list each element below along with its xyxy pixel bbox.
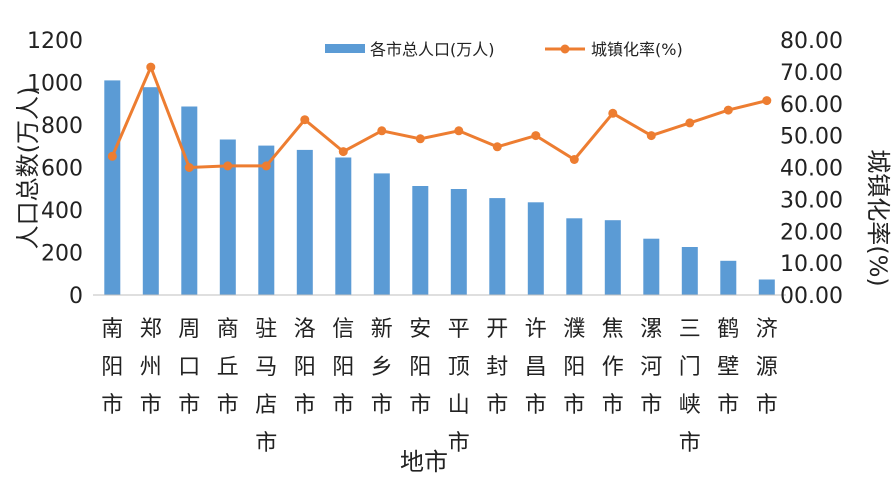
line-point — [646, 131, 656, 141]
y-right-tick-label: 80.00 — [780, 29, 843, 54]
y-right-tick-label: 40.00 — [780, 157, 843, 182]
bar — [758, 279, 775, 295]
x-axis-title: 地市 — [400, 448, 448, 476]
line-point — [685, 118, 695, 128]
line-point — [608, 108, 618, 118]
y-tick-label: 1200 — [27, 29, 83, 54]
x-category-label: 三门峡市 — [679, 317, 701, 456]
bar — [566, 218, 583, 295]
y-axis-ticks: 0 200 400 600 800 1000 1200 — [27, 29, 83, 309]
x-category-label: 济源市 — [756, 317, 778, 418]
legend-bar-swatch — [325, 44, 365, 53]
line-point — [261, 161, 271, 171]
line-point — [531, 131, 541, 141]
bar — [643, 238, 660, 295]
line-point — [723, 105, 733, 115]
x-category-label: 郑州市 — [140, 317, 162, 418]
category-labels: 南阳市郑州市周口市商丘市驻马店市洛阳市信阳市新乡市安阳市平顶山市开封市许昌市濮阳… — [101, 317, 778, 456]
y-axis-right-title: 城镇化率(%) — [864, 149, 892, 287]
bar — [412, 186, 429, 295]
legend: 各市总人口(万人) 城镇化率(%) — [325, 40, 683, 59]
x-category-label: 开封市 — [486, 317, 508, 418]
line-point — [569, 155, 579, 164]
y-axis-title: 人口总数(万人) — [14, 87, 42, 250]
bar — [142, 87, 159, 295]
x-category-label: 商丘市 — [217, 317, 239, 418]
y-right-tick-label: 30.00 — [780, 188, 843, 213]
x-category-label: 安阳市 — [409, 317, 431, 418]
x-category-label: 洛阳市 — [294, 317, 316, 418]
line-point — [107, 151, 117, 161]
y-tick-label: 200 — [41, 242, 83, 267]
y-tick-label: 0 — [69, 284, 83, 309]
x-category-label: 信阳市 — [332, 317, 354, 418]
y-right-tick-label: 60.00 — [780, 93, 843, 118]
bar — [489, 198, 506, 295]
x-category-label: 濮阳市 — [563, 317, 585, 418]
y-tick-label: 400 — [41, 199, 83, 224]
line-point — [223, 161, 233, 171]
y-right-tick-label: 20.00 — [780, 220, 843, 245]
line-point — [415, 134, 425, 144]
y-tick-label: 1000 — [27, 72, 83, 97]
bar — [373, 173, 390, 295]
x-category-label: 许昌市 — [525, 317, 547, 418]
line-point — [762, 96, 772, 106]
x-category-label: 焦作市 — [602, 317, 624, 418]
y-right-tick-label: 70.00 — [780, 61, 843, 86]
bar — [604, 220, 621, 295]
bar — [450, 189, 467, 295]
x-category-label: 新乡市 — [371, 317, 393, 418]
line-point — [146, 62, 156, 72]
bar — [296, 149, 313, 295]
y-right-tick-label: 00.00 — [780, 284, 843, 309]
x-category-label: 驻马店市 — [255, 317, 277, 456]
y-axis-right-ticks: 00.00 10.00 20.00 30.00 40.00 50.00 60.00 70.00… — [780, 29, 843, 309]
line-point — [338, 147, 348, 157]
bar — [219, 139, 236, 295]
line-series-urbanization — [110, 63, 768, 170]
y-right-tick-label: 10.00 — [780, 252, 843, 277]
x-category-label: 周口市 — [178, 317, 200, 418]
x-category-label: 平顶山市 — [448, 317, 470, 456]
legend-line-marker — [560, 44, 570, 54]
y-right-tick-label: 50.00 — [780, 125, 843, 150]
line-points — [107, 62, 772, 172]
bar — [720, 260, 737, 295]
y-tick-label: 800 — [41, 114, 83, 139]
bar — [335, 157, 352, 295]
line-point — [377, 126, 387, 136]
line-point — [300, 115, 310, 125]
bar — [681, 247, 698, 295]
bar — [527, 202, 544, 295]
y-tick-label: 600 — [41, 157, 83, 182]
x-category-label: 南阳市 — [101, 317, 123, 418]
bar — [104, 80, 121, 296]
legend-line-label: 城镇化率(%) — [591, 40, 683, 59]
x-category-label: 鹤壁市 — [717, 317, 739, 418]
bar-series — [104, 80, 775, 296]
bar — [181, 106, 198, 295]
legend-bar-label: 各市总人口(万人) — [370, 40, 495, 59]
line-point — [492, 142, 502, 152]
line-point — [184, 163, 194, 172]
x-category-label: 漯河市 — [640, 317, 662, 418]
line-point — [454, 126, 464, 136]
bar — [258, 145, 275, 295]
